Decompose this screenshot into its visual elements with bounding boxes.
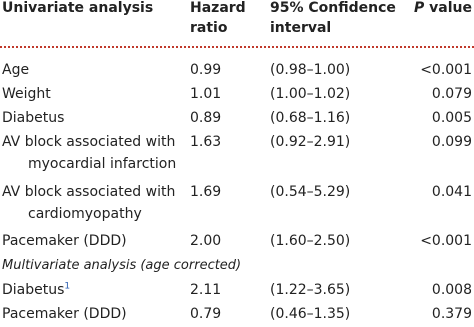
confidence-interval: (1.22–3.65) — [270, 282, 351, 298]
p-value: 0.079 — [431, 86, 472, 102]
p-value: <0.001 — [420, 233, 472, 249]
row-label: Pacemaker (DDD) — [2, 306, 127, 322]
header-rule — [0, 46, 474, 48]
row-label: Age — [2, 62, 30, 78]
hazard-ratio: 1.69 — [190, 184, 222, 200]
confidence-interval: (0.98–1.00) — [270, 62, 351, 78]
hazard-ratio: 0.79 — [190, 306, 222, 322]
row-label: AV block associated with — [2, 134, 176, 150]
p-value: 0.379 — [431, 306, 472, 322]
p-value: 0.041 — [431, 184, 472, 200]
header-p-italic: P — [414, 0, 425, 16]
header-ci: 95% Confidence — [270, 0, 396, 16]
header-ci: interval — [270, 20, 332, 36]
confidence-interval: (1.60–2.50) — [270, 233, 351, 249]
row-label: myocardial infarction — [28, 156, 177, 172]
confidence-interval: (0.92–2.91) — [270, 134, 351, 150]
header-hazard: Hazard — [190, 0, 246, 16]
hazard-ratio: 1.63 — [190, 134, 222, 150]
confidence-interval: (0.46–1.35) — [270, 306, 351, 322]
row-label: Diabetus — [2, 110, 65, 126]
row-label: Diabetus1 — [2, 281, 71, 298]
hazard-ratio: 0.89 — [190, 110, 222, 126]
hazard-ratio: 1.01 — [190, 86, 222, 102]
footnote-mark: 1 — [64, 281, 71, 292]
header-hazard: ratio — [190, 20, 228, 36]
p-value: 0.099 — [431, 134, 472, 150]
header-label: Univariate analysis — [2, 0, 154, 16]
header-p: P value — [414, 0, 472, 17]
confidence-interval: (0.68–1.16) — [270, 110, 351, 126]
confidence-interval: (0.54–5.29) — [270, 184, 351, 200]
row-label: AV block associated with — [2, 184, 176, 200]
hazard-ratio: 2.00 — [190, 233, 222, 249]
row-label: Weight — [2, 86, 51, 102]
p-value: <0.001 — [420, 62, 472, 78]
hazard-ratio: 2.11 — [190, 282, 222, 298]
p-value: 0.008 — [431, 282, 472, 298]
row-label: Pacemaker (DDD) — [2, 233, 127, 249]
confidence-interval: (1.00–1.02) — [270, 86, 351, 102]
p-value: 0.005 — [431, 110, 472, 126]
section-title: Multivariate analysis (age corrected) — [2, 258, 242, 273]
hazard-ratio: 0.99 — [190, 62, 222, 78]
row-label: cardiomyopathy — [28, 206, 142, 222]
header-p-rest: value — [429, 0, 472, 16]
